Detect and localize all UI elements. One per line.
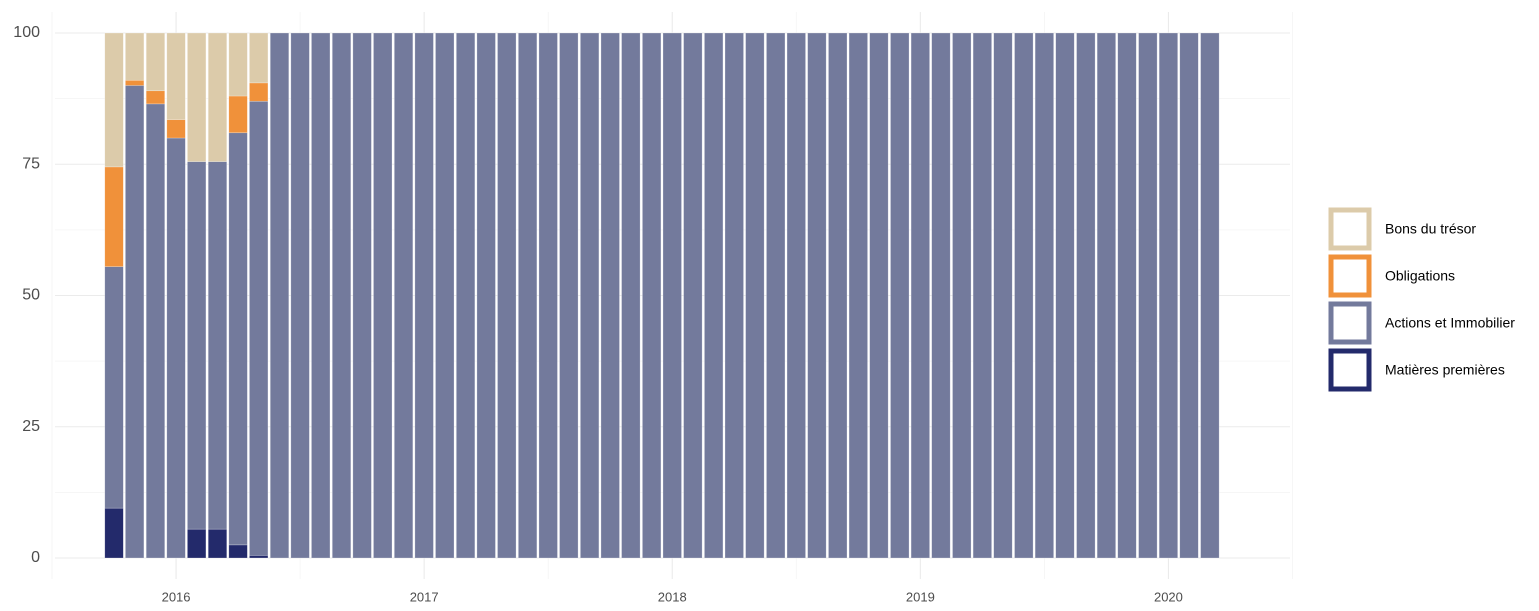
bar-segment — [848, 32, 868, 559]
bar-segment — [931, 32, 951, 559]
bar-segment — [1055, 32, 1075, 559]
bar-segment — [104, 266, 124, 509]
legend-key — [1328, 348, 1372, 392]
bar-segment — [207, 528, 228, 559]
y-tick-label: 25 — [22, 418, 40, 435]
bar-segment — [745, 32, 765, 559]
bar-segment — [249, 32, 269, 84]
bar-segment — [331, 32, 352, 559]
bar-segment — [724, 32, 744, 559]
bar-segment — [373, 32, 393, 559]
legend-label: Obligations — [1385, 268, 1455, 284]
bar-segment — [1117, 32, 1137, 559]
bar-segment — [952, 32, 972, 559]
bar-segment — [228, 544, 248, 559]
bar-segment — [497, 32, 517, 559]
bar-segment — [228, 132, 248, 546]
bar-segment — [207, 161, 228, 530]
y-tick-label: 75 — [22, 155, 40, 172]
legend-label: Actions et Immobilier — [1385, 315, 1515, 331]
bar-segment — [1034, 32, 1054, 559]
bar-segment — [1200, 32, 1220, 559]
bar-segment — [166, 137, 186, 559]
bar-segment — [228, 95, 248, 134]
bar-segment — [228, 32, 248, 97]
legend-key — [1328, 254, 1372, 298]
bar-segment — [187, 32, 207, 162]
bar-segment — [145, 32, 166, 92]
legend-key — [1328, 207, 1372, 251]
bar-segment — [269, 32, 290, 559]
bar-segment — [1158, 32, 1179, 559]
bar-segment — [145, 90, 166, 105]
bar-segment — [642, 32, 662, 559]
bar-segment — [621, 32, 641, 559]
bar-segment — [125, 32, 145, 81]
bar-segment — [993, 32, 1013, 559]
bar-segment — [869, 32, 889, 559]
bar-segment — [476, 32, 496, 559]
bar-segment — [249, 555, 269, 559]
bar-segment — [580, 32, 600, 559]
y-tick-label: 0 — [31, 549, 40, 566]
bar-segment — [683, 32, 703, 559]
bar-segment — [600, 32, 620, 559]
bar-segment — [559, 32, 579, 559]
bar-segment — [972, 32, 992, 559]
bar-segment — [1076, 32, 1096, 559]
bar-segment — [187, 161, 207, 530]
x-tick-label: 2019 — [906, 589, 935, 604]
bar-segment — [786, 32, 806, 559]
legend-label: Bons du trésor — [1385, 221, 1476, 237]
bar-segment — [125, 85, 145, 559]
bar-segment — [538, 32, 558, 559]
bar-segment — [104, 32, 124, 168]
bar-segment — [662, 32, 682, 559]
bar-segment — [704, 32, 724, 559]
x-tick-label: 2016 — [162, 589, 191, 604]
bar-segment — [125, 79, 145, 86]
bar-segment — [104, 507, 124, 559]
x-tick-label: 2017 — [410, 589, 439, 604]
bar-segment — [456, 32, 476, 559]
bar-segment — [145, 103, 166, 559]
bar-segment — [1014, 32, 1034, 559]
y-tick-label: 50 — [22, 287, 40, 304]
bar-segment — [311, 32, 331, 559]
bar-segment — [518, 32, 538, 559]
bar-segment — [104, 166, 124, 267]
bar-segment — [290, 32, 310, 559]
bar-segment — [1138, 32, 1158, 559]
bar-segment — [910, 32, 930, 559]
x-tick-label: 2020 — [1154, 589, 1183, 604]
x-tick-label: 2018 — [658, 589, 687, 604]
bar-segment — [828, 32, 848, 559]
bar-segment — [1096, 32, 1116, 559]
bar-segment — [249, 100, 269, 556]
bar-segment — [166, 32, 186, 120]
y-tick-label: 100 — [13, 24, 40, 41]
bar-segment — [435, 32, 455, 559]
bar-segment — [187, 528, 207, 559]
bar-segment — [249, 82, 269, 102]
bar-segment — [207, 32, 228, 162]
bar-segment — [352, 32, 372, 559]
bar-segment — [1179, 32, 1199, 559]
legend-label: Matières premières — [1385, 362, 1505, 378]
legend-key — [1328, 301, 1372, 345]
bar-segment — [890, 32, 910, 559]
bar-segment — [807, 32, 827, 559]
bar-segment — [766, 32, 786, 559]
bar-segment — [394, 32, 414, 559]
bar-segment — [414, 32, 434, 559]
bar-segment — [166, 119, 186, 139]
